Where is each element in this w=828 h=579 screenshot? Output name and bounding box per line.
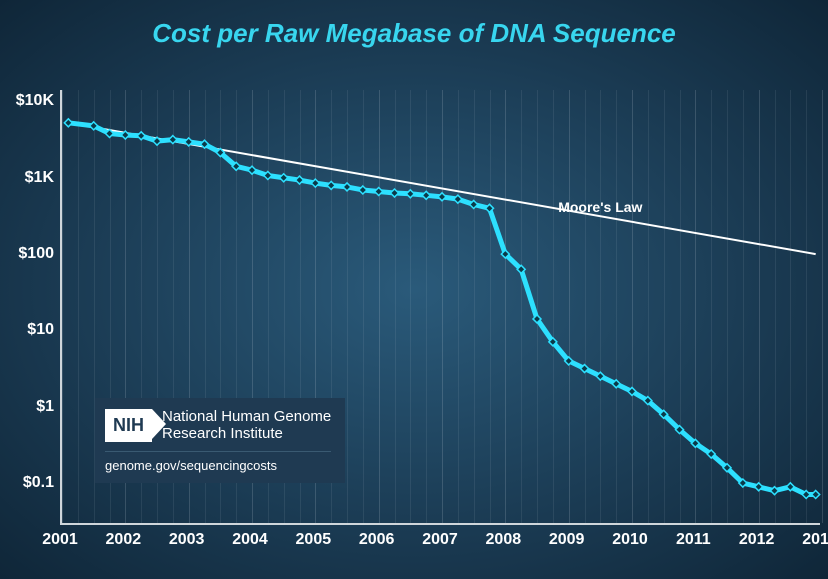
x-tick-label: 2010 (605, 531, 655, 549)
x-tick-label: 2007 (415, 531, 465, 549)
nih-url: genome.gov/sequencingcosts (105, 451, 331, 473)
data-marker (406, 190, 414, 198)
data-marker (422, 191, 430, 199)
chart-title: Cost per Raw Megabase of DNA Sequence (0, 0, 828, 49)
nih-badge: NIH (105, 409, 152, 442)
x-tick-label: 2002 (98, 531, 148, 549)
nih-institute-name: National Human Genome Research Institute (162, 408, 331, 443)
x-tick-label: 2013 (795, 531, 828, 549)
chart-area: Moore's Law $10K $1K $100 $10 $1 $0.1 2001 200… (0, 60, 828, 579)
y-tick-label: $1K (2, 169, 54, 187)
gridline (822, 90, 823, 523)
moores-law-label: Moore's Law (558, 199, 642, 215)
y-tick-label: $1 (2, 398, 54, 416)
x-tick-label: 2009 (542, 531, 592, 549)
x-tick-label: 2001 (35, 531, 85, 549)
x-tick-label: 2004 (225, 531, 275, 549)
nih-line1: National Human Genome (162, 408, 331, 425)
y-tick-label: $10K (2, 92, 54, 110)
x-tick-label: 2005 (288, 531, 338, 549)
x-tick-label: 2012 (732, 531, 782, 549)
nih-attribution-box: NIH National Human Genome Research Insti… (95, 398, 345, 483)
y-tick-label: $0.1 (2, 474, 54, 492)
y-tick-label: $10 (2, 321, 54, 339)
x-tick-label: 2011 (668, 531, 718, 549)
x-tick-label: 2008 (478, 531, 528, 549)
data-marker (812, 490, 820, 498)
x-tick-label: 2003 (162, 531, 212, 549)
data-marker (375, 188, 383, 196)
nih-line2: Research Institute (162, 425, 331, 442)
data-marker (391, 189, 399, 197)
y-tick-label: $100 (2, 245, 54, 263)
x-tick-label: 2006 (352, 531, 402, 549)
